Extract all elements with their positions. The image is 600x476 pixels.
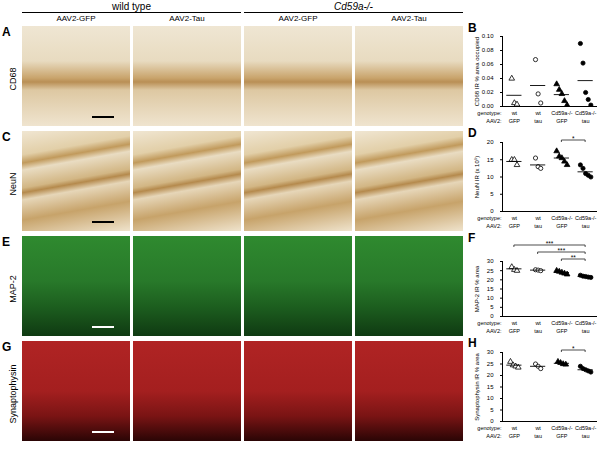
svg-text:15: 15 xyxy=(487,384,494,390)
svg-text:25: 25 xyxy=(487,361,494,367)
svg-text:tau: tau xyxy=(582,118,590,124)
html-text:CD68: CD68 xyxy=(8,67,18,91)
svg-text:tau: tau xyxy=(582,223,590,229)
svg-text:Cd59a-/-: Cd59a-/- xyxy=(575,320,597,326)
svg-text:genotype:: genotype: xyxy=(477,110,502,116)
svg-text:5: 5 xyxy=(490,304,494,310)
svg-text:**: ** xyxy=(571,254,577,261)
svg-text:GFP: GFP xyxy=(509,328,521,334)
svg-text:AAV2:: AAV2: xyxy=(486,118,502,124)
svg-text:5: 5 xyxy=(490,191,494,197)
svg-text:Synaptophysin IR % area: Synaptophysin IR % area xyxy=(474,352,480,420)
svg-text:30: 30 xyxy=(487,349,494,355)
svg-text:15: 15 xyxy=(487,157,494,163)
svg-text:20: 20 xyxy=(487,139,494,145)
svg-text:CD68 IR % area occupied: CD68 IR % area occupied xyxy=(474,37,480,106)
svg-text:25: 25 xyxy=(487,268,494,274)
svg-text:genotype:: genotype: xyxy=(477,215,502,221)
svg-text:NeuN IR (x 10⁵): NeuN IR (x 10⁵) xyxy=(474,156,480,199)
html-text:Cd59a-/-: Cd59a-/- xyxy=(334,1,373,12)
svg-text:wt: wt xyxy=(534,320,541,326)
svg-text:10: 10 xyxy=(487,295,494,301)
svg-text:0.00: 0.00 xyxy=(481,103,494,110)
html-text:A: A xyxy=(2,25,11,39)
svg-text:0.10: 0.10 xyxy=(482,33,494,39)
svg-text:tau: tau xyxy=(534,433,542,439)
svg-text:0.04: 0.04 xyxy=(482,75,494,81)
svg-text:GFP: GFP xyxy=(556,328,568,334)
svg-text:Cd59a-/-: Cd59a-/- xyxy=(551,215,573,221)
html-text:D: D xyxy=(468,126,477,140)
html-text:AAV2-GFP: AAV2-GFP xyxy=(278,14,318,23)
html-text:wild type: wild type xyxy=(112,1,151,12)
svg-text:wt: wt xyxy=(511,215,518,221)
svg-text:wt: wt xyxy=(511,320,518,326)
svg-text:GFP: GFP xyxy=(509,223,521,229)
svg-text:GFP: GFP xyxy=(556,223,568,229)
svg-text:Cd59a-/-: Cd59a-/- xyxy=(551,320,573,326)
svg-text:Cd59a-/-: Cd59a-/- xyxy=(575,215,597,221)
svg-text:30: 30 xyxy=(487,258,494,264)
html-text:H: H xyxy=(468,336,477,350)
svg-text:AAV2:: AAV2: xyxy=(486,328,502,334)
svg-text:Cd59a-/-: Cd59a-/- xyxy=(575,110,597,116)
html-text:AAV2-GFP: AAV2-GFP xyxy=(56,14,96,23)
html-text:B: B xyxy=(468,21,477,35)
svg-text:0.08: 0.08 xyxy=(482,47,494,53)
svg-text:20: 20 xyxy=(487,372,494,378)
svg-text:wt: wt xyxy=(511,110,518,116)
svg-text:Cd59a-/-: Cd59a-/- xyxy=(575,425,597,431)
svg-text:0: 0 xyxy=(490,208,494,215)
svg-text:genotype:: genotype: xyxy=(477,425,502,431)
html-text:F: F xyxy=(468,231,476,245)
svg-text:0: 0 xyxy=(490,418,494,425)
svg-text:0.06: 0.06 xyxy=(482,61,494,67)
html-text:NeuN: NeuN xyxy=(8,172,18,196)
svg-text:tau: tau xyxy=(534,118,542,124)
svg-text:10: 10 xyxy=(487,395,494,401)
svg-text:0.02: 0.02 xyxy=(482,89,494,95)
svg-text:wt: wt xyxy=(534,110,541,116)
svg-text:AAV2:: AAV2: xyxy=(486,433,502,439)
svg-text:GFP: GFP xyxy=(509,433,521,439)
svg-text:tau: tau xyxy=(534,223,542,229)
html-text:AAV2-Tau: AAV2-Tau xyxy=(391,14,427,23)
html-text:E: E xyxy=(2,235,10,249)
svg-text:AAV2:: AAV2: xyxy=(486,223,502,229)
svg-text:20: 20 xyxy=(487,277,494,283)
svg-text:***: *** xyxy=(558,247,566,254)
html-text:AAV2-Tau: AAV2-Tau xyxy=(169,14,205,23)
svg-text:10: 10 xyxy=(487,174,494,180)
svg-text:5: 5 xyxy=(490,407,494,413)
svg-text:MAP-2 IR % area: MAP-2 IR % area xyxy=(474,265,480,312)
svg-text:tau: tau xyxy=(582,328,590,334)
html-text:C: C xyxy=(2,130,11,144)
svg-text:15: 15 xyxy=(487,286,494,292)
svg-text:GFP: GFP xyxy=(509,118,521,124)
svg-text:tau: tau xyxy=(582,433,590,439)
html-text:Synaptophysin: Synaptophysin xyxy=(8,364,18,424)
svg-text:wt: wt xyxy=(534,215,541,221)
html-text:MAP-2: MAP-2 xyxy=(8,275,18,303)
svg-text:wt: wt xyxy=(534,425,541,431)
svg-text:0: 0 xyxy=(490,313,494,320)
svg-text:***: *** xyxy=(546,240,554,247)
svg-text:GFP: GFP xyxy=(556,118,568,124)
svg-text:wt: wt xyxy=(511,425,518,431)
svg-text:Cd59a-/-: Cd59a-/- xyxy=(551,110,573,116)
svg-text:GFP: GFP xyxy=(556,433,568,439)
svg-text:*: * xyxy=(572,135,575,142)
svg-text:*: * xyxy=(572,345,575,352)
svg-text:Cd59a-/-: Cd59a-/- xyxy=(551,425,573,431)
svg-text:genotype:: genotype: xyxy=(477,320,502,326)
html-text:G: G xyxy=(2,340,12,354)
svg-text:tau: tau xyxy=(534,328,542,334)
